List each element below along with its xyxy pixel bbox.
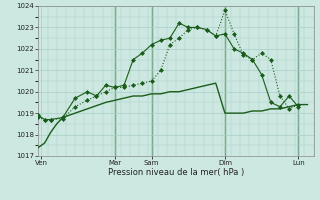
X-axis label: Pression niveau de la mer( hPa ): Pression niveau de la mer( hPa ) xyxy=(108,168,244,177)
